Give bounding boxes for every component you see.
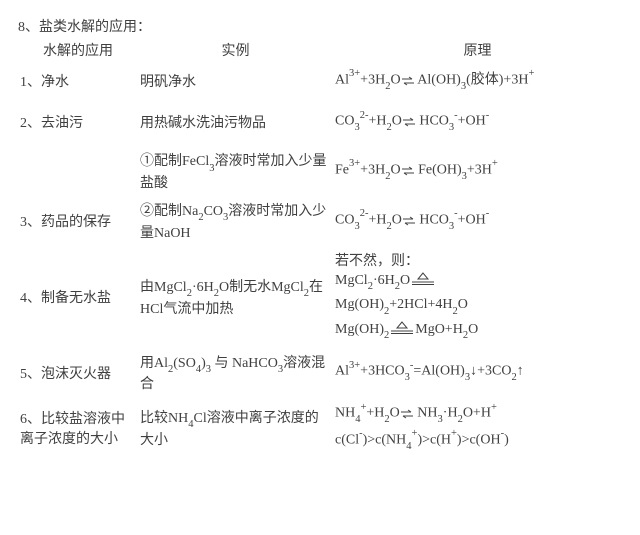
row5-label: 5、泡沫灭火器 [18,348,138,398]
row2-label: 2、去油污 [18,98,138,146]
row3a-principle: Fe3++3H2O Fe(OH)3+3H+ [333,146,622,196]
row2-principle: CO32-+H2O HCO3-+OH- [333,98,622,146]
row3a-label [18,146,138,196]
table-row: 4、制备无水盐 由MgCl2·6H2O制无水MgCl2在HCl气流中加热 若不然… [18,246,622,348]
header-row: 水解的应用 实例 原理 [18,36,622,64]
row6-principle: NH4++H2O NH3·H2O+H+ c(Cl-)>c(NH4+)>c(H+)… [333,397,622,458]
row5-principle: Al3++3HCO3-=Al(OH)3↓+3CO2↑ [333,348,622,398]
row1-example: 明矾净水 [138,64,333,98]
row4-example: 由MgCl2·6H2O制无水MgCl2在HCl气流中加热 [138,246,333,348]
table-row: 3、药品的保存 ②配制Na2CO3溶液时常加入少量NaOH CO32-+H2O … [18,196,622,246]
table-row: 6、比较盐溶液中离子浓度的大小 比较NH4Cl溶液中离子浓度的大小 NH4++H… [18,397,622,458]
content-table: 水解的应用 实例 原理 1、净水 明矾净水 Al3++3H2O Al(OH)3(… [18,36,622,458]
row3b-principle: CO32-+H2O HCO3-+OH- [333,196,622,246]
row6-example: 比较NH4Cl溶液中离子浓度的大小 [138,397,333,458]
row3b-label: 3、药品的保存 [18,196,138,246]
header-col1: 水解的应用 [43,44,113,59]
row6-label: 6、比较盐溶液中离子浓度的大小 [18,397,138,458]
row4-principle: 若不然，则： MgCl2·6H2O Mg(OH)2+2HCl+4H2O Mg(O… [333,246,622,348]
table-row: 1、净水 明矾净水 Al3++3H2O Al(OH)3(胶体)+3H+ [18,64,622,98]
row5-example: 用Al2(SO4)3 与 NaHCO3溶液混合 [138,348,333,398]
header-col2: 实例 [222,44,250,59]
row3b-example: ②配制Na2CO3溶液时常加入少量NaOH [138,196,333,246]
row4-label: 4、制备无水盐 [18,246,138,348]
header-col3: 原理 [464,44,492,59]
table-row: ①配制FeCl3溶液时常加入少量盐酸 Fe3++3H2O Fe(OH)3+3H+ [18,146,622,196]
row1-principle: Al3++3H2O Al(OH)3(胶体)+3H+ [333,64,622,98]
row1-label: 1、净水 [18,64,138,98]
page-title: 8、盐类水解的应用： [18,16,622,36]
row2-example: 用热碱水洗油污物品 [138,98,333,146]
row3a-example: ①配制FeCl3溶液时常加入少量盐酸 [138,146,333,196]
r4-line1: 若不然，则： [335,254,419,269]
table-row: 2、去油污 用热碱水洗油污物品 CO32-+H2O HCO3-+OH- [18,98,622,146]
table-row: 5、泡沫灭火器 用Al2(SO4)3 与 NaHCO3溶液混合 Al3++3HC… [18,348,622,398]
